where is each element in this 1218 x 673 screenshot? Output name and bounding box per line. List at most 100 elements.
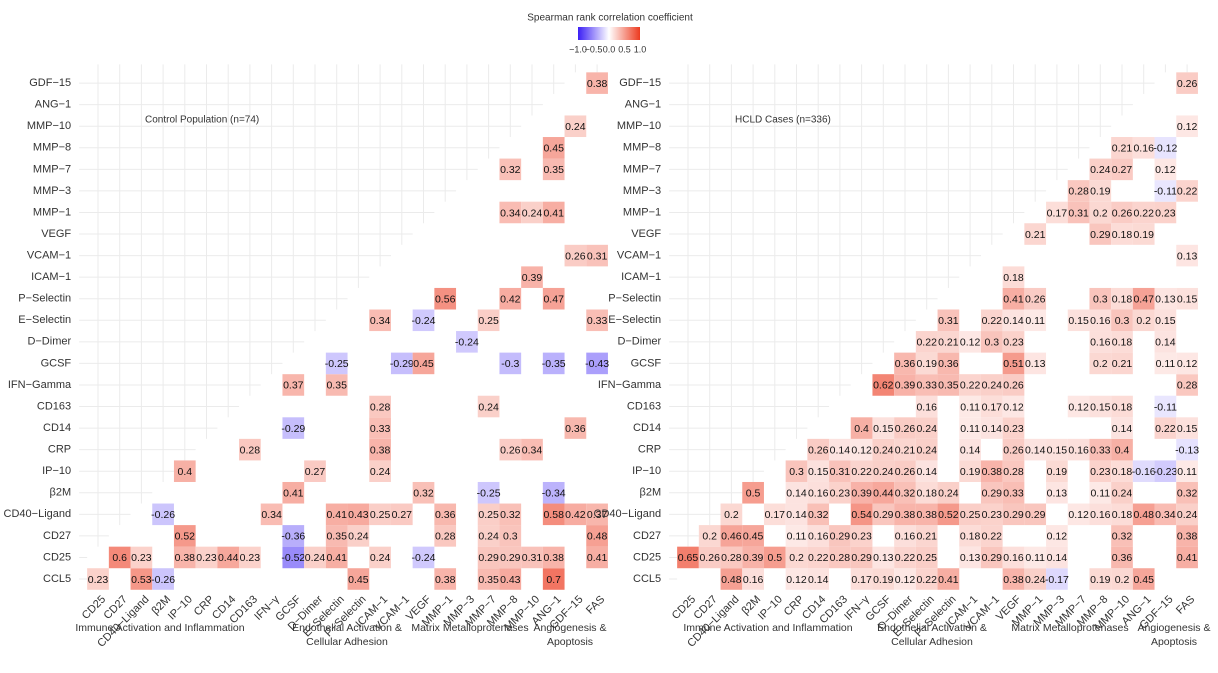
blank-cell <box>980 244 1004 267</box>
blank-cell <box>521 115 544 138</box>
blank-cell <box>564 438 587 461</box>
cell-label: 0.36 <box>938 358 959 370</box>
blank-cell <box>369 331 392 354</box>
blank-cell <box>1046 287 1069 310</box>
cell-label: 0.24 <box>1112 488 1133 500</box>
heat-cell <box>369 417 391 439</box>
cell-label: 0.17 <box>851 574 872 586</box>
cell-label: 0.2 <box>724 509 739 521</box>
blank-cell <box>239 460 262 483</box>
cell-label: 0.24 <box>982 380 1003 392</box>
blank-cell <box>477 223 500 246</box>
cell-label: 0.19 <box>1090 574 1111 586</box>
blank-cell <box>959 309 982 332</box>
cell-label: 0.11 <box>960 423 980 435</box>
heat-cell <box>850 525 873 547</box>
heat-cell <box>1002 481 1025 504</box>
heat-cell <box>369 503 391 526</box>
blank-cell <box>1132 352 1156 375</box>
group-label: Angiogenesis & <box>1138 622 1211 634</box>
cell-label: -0.12 <box>1153 143 1177 155</box>
heat-cell <box>1111 352 1133 375</box>
cell-label: 0.28 <box>435 531 456 543</box>
heat-cell <box>195 546 218 569</box>
blank-cell <box>108 525 132 548</box>
heat-cell <box>1067 309 1090 332</box>
blank-cell <box>1176 201 1199 224</box>
blank-cell <box>1176 266 1199 289</box>
blank-cell <box>1067 546 1090 569</box>
blank-cell <box>1024 266 1047 289</box>
heat-cell <box>959 525 981 547</box>
cell-label: 0.28 <box>721 552 742 564</box>
blank-cell <box>499 309 522 332</box>
heat-cell <box>720 503 743 526</box>
cell-label: 0.24 <box>478 531 499 543</box>
cell-label: 0.19 <box>1090 186 1111 198</box>
heat-cell <box>542 201 565 224</box>
heat-cell <box>980 374 1003 396</box>
cell-label: 0.14 <box>786 509 807 521</box>
cell-label: 0.4 <box>177 466 192 478</box>
group-label: Apoptosis <box>1151 636 1197 648</box>
panel-annotation: HCLD Cases (n=336) <box>735 115 831 126</box>
blank-cell <box>980 352 1004 375</box>
cell-label: 0.44 <box>218 552 239 564</box>
blank-cell <box>1024 525 1047 548</box>
cell-label: 0.12 <box>960 337 981 349</box>
blank-cell <box>586 137 609 160</box>
cell-label: 0.43 <box>348 509 369 521</box>
blank-cell <box>260 417 283 440</box>
cell-label: 0.19 <box>916 358 937 370</box>
blank-cell <box>937 460 960 483</box>
heat-cell <box>915 481 938 504</box>
cell-label: 0.14 <box>786 488 807 500</box>
cell-label: 0.6 <box>112 552 127 564</box>
heat-cell <box>872 438 895 461</box>
heat-cell <box>980 525 1003 547</box>
cell-label: 0.39 <box>522 272 543 284</box>
group-label: Matrix Metalloprotenases <box>411 622 528 634</box>
cell-label: 0.62 <box>873 380 894 392</box>
heat-cell <box>434 568 457 590</box>
blank-cell <box>369 374 392 397</box>
heat-cell <box>1046 568 1068 590</box>
heat-cell <box>1154 352 1177 375</box>
heat-cell <box>785 568 808 590</box>
heat-cell <box>1046 460 1068 482</box>
blank-cell <box>1046 352 1069 375</box>
heat-cell <box>742 546 764 569</box>
cell-label: 0.23 <box>240 552 261 564</box>
blank-cell <box>412 568 435 591</box>
cell-label: 0.18 <box>1112 337 1133 349</box>
cell-label: 0.24 <box>1090 164 1111 176</box>
heat-cell <box>586 546 608 569</box>
blank-cell <box>872 525 895 548</box>
blank-cell <box>586 201 609 224</box>
cell-label: 0.41 <box>326 552 347 564</box>
blank-cell <box>304 374 327 397</box>
heat-cell <box>1132 137 1155 159</box>
cell-label: 0.29 <box>1025 509 1046 521</box>
blank-cell <box>542 395 566 418</box>
heat-cell <box>894 352 916 375</box>
cell-label: 0.2 <box>789 552 804 564</box>
blank-cell <box>390 481 414 505</box>
blank-cell <box>564 568 587 591</box>
cell-label: 0.31 <box>830 466 851 478</box>
y-tick-label: CD14 <box>43 422 71 434</box>
blank-cell <box>499 374 522 397</box>
y-tick-label: GCSF <box>631 357 662 369</box>
blank-cell <box>152 481 175 505</box>
heat-cell <box>1111 309 1133 332</box>
heat-cell <box>499 352 522 375</box>
cell-label: 0.31 <box>522 552 543 564</box>
blank-cell <box>807 417 830 440</box>
cell-label: 0.3 <box>1115 315 1130 327</box>
cell-label: 0.41 <box>587 552 608 564</box>
y-tick-label: VEGF <box>41 228 71 240</box>
cell-label: 0.18 <box>1112 401 1133 413</box>
blank-cell <box>829 503 852 526</box>
heat-cell <box>325 374 348 396</box>
blank-cell <box>195 481 218 505</box>
